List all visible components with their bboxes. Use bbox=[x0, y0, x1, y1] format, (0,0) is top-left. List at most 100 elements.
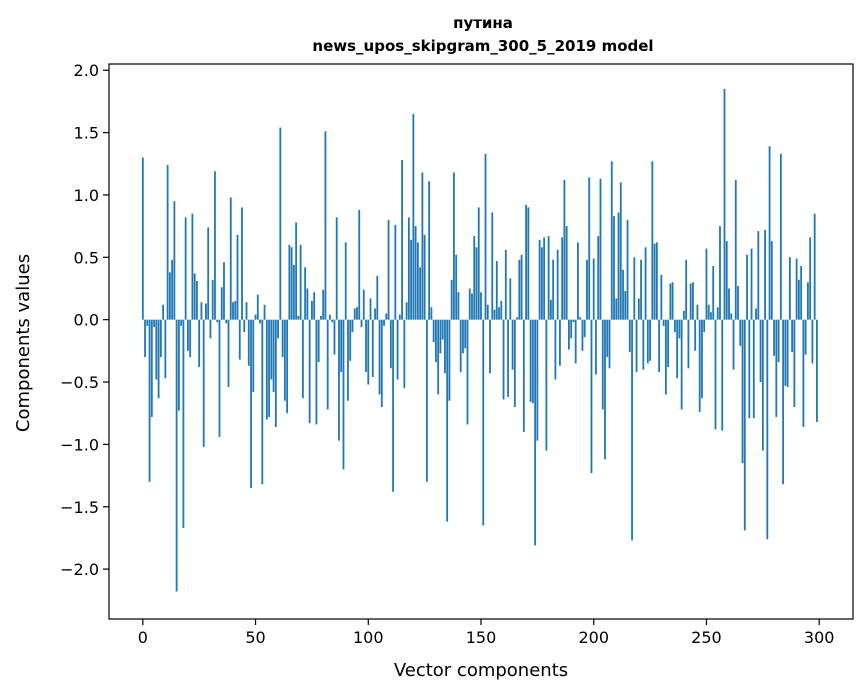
bar bbox=[804, 319, 807, 355]
bar bbox=[383, 319, 385, 326]
bar bbox=[676, 319, 679, 379]
bar bbox=[439, 319, 442, 354]
bar bbox=[229, 197, 232, 320]
bar bbox=[243, 319, 246, 333]
y-tick-label: −0.5 bbox=[60, 373, 99, 392]
bar bbox=[175, 319, 178, 592]
bar bbox=[628, 319, 631, 353]
bar bbox=[380, 319, 383, 407]
bar bbox=[608, 319, 611, 369]
bar bbox=[455, 254, 458, 320]
bar bbox=[741, 319, 744, 464]
bar bbox=[335, 217, 338, 320]
bar bbox=[536, 319, 539, 441]
bar bbox=[412, 113, 415, 320]
bar bbox=[687, 319, 690, 369]
x-axis-ticks: 0 50 100 150 200 250 300 bbox=[138, 619, 834, 647]
bar bbox=[141, 157, 144, 320]
bar bbox=[739, 319, 742, 346]
bar bbox=[477, 207, 480, 320]
bar bbox=[198, 319, 201, 368]
bar bbox=[180, 319, 183, 326]
bar bbox=[254, 314, 257, 320]
bar bbox=[777, 319, 780, 363]
bar bbox=[324, 131, 327, 320]
bar bbox=[696, 304, 699, 320]
bar bbox=[568, 319, 570, 350]
bar bbox=[351, 319, 354, 333]
bar bbox=[543, 237, 546, 320]
bar bbox=[428, 181, 431, 320]
bar bbox=[405, 302, 408, 320]
x-axis-label: Vector components bbox=[394, 660, 568, 681]
bar bbox=[549, 299, 552, 320]
bar bbox=[759, 319, 762, 383]
bar bbox=[349, 319, 352, 361]
bar bbox=[250, 319, 252, 489]
bar bbox=[480, 292, 482, 320]
bar bbox=[637, 298, 640, 320]
bar bbox=[513, 319, 516, 407]
bar bbox=[601, 319, 604, 410]
bar bbox=[157, 319, 160, 399]
bar bbox=[728, 288, 730, 320]
bar bbox=[297, 315, 300, 320]
bar bbox=[247, 319, 250, 366]
bar bbox=[779, 153, 782, 320]
x-tick-label: 100 bbox=[353, 628, 384, 647]
bar bbox=[150, 319, 153, 417]
bar bbox=[622, 269, 624, 320]
bar bbox=[292, 264, 295, 320]
bar bbox=[545, 319, 548, 451]
bar bbox=[425, 319, 428, 482]
bar bbox=[658, 319, 661, 373]
bar bbox=[430, 307, 433, 320]
bar bbox=[516, 317, 518, 320]
bar bbox=[615, 298, 618, 320]
bar bbox=[435, 319, 437, 363]
bar bbox=[491, 212, 494, 320]
bar bbox=[340, 319, 343, 373]
bar bbox=[367, 319, 370, 385]
y-axis-ticks: 2.0 1.5 1.0 0.5 0.0 −0.5 −1.0 −1.5 −2.0 bbox=[60, 61, 109, 579]
bar bbox=[277, 319, 279, 339]
y-tick-label: 0.5 bbox=[74, 248, 99, 267]
chart-title-line1: путина bbox=[453, 14, 513, 32]
bar bbox=[416, 242, 419, 320]
bar bbox=[768, 146, 771, 320]
bar bbox=[757, 231, 760, 320]
y-tick-label: −2.0 bbox=[60, 560, 99, 579]
bar bbox=[268, 319, 270, 417]
bar bbox=[378, 319, 381, 395]
bar bbox=[385, 313, 388, 320]
bar bbox=[791, 319, 794, 353]
bar bbox=[162, 304, 165, 320]
bar bbox=[410, 239, 413, 320]
bar bbox=[489, 319, 491, 374]
chart-title-line2: news_upos_skipgram_300_5_2019 model bbox=[312, 37, 653, 55]
bar bbox=[320, 315, 322, 320]
bar bbox=[633, 257, 636, 320]
y-tick-label: 1.0 bbox=[74, 186, 99, 205]
bar bbox=[592, 258, 595, 320]
bar bbox=[387, 219, 390, 320]
bar bbox=[168, 272, 171, 320]
bar bbox=[358, 209, 361, 320]
bar bbox=[559, 319, 561, 366]
bar bbox=[502, 319, 505, 400]
bar bbox=[597, 236, 600, 320]
bar bbox=[450, 279, 453, 320]
bar bbox=[599, 178, 602, 320]
x-tick-label: 150 bbox=[466, 628, 497, 647]
bar bbox=[317, 319, 320, 363]
bar bbox=[468, 288, 471, 320]
bar bbox=[184, 217, 187, 320]
bar bbox=[403, 319, 406, 389]
bar bbox=[466, 319, 469, 425]
bar bbox=[667, 319, 670, 368]
y-tick-label: 1.5 bbox=[74, 124, 99, 143]
x-tick-label: 50 bbox=[245, 628, 265, 647]
bar bbox=[272, 319, 275, 393]
bar bbox=[356, 307, 358, 320]
bar bbox=[329, 314, 331, 320]
